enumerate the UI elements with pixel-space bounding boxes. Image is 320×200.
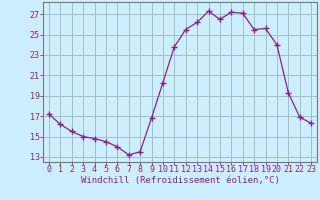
X-axis label: Windchill (Refroidissement éolien,°C): Windchill (Refroidissement éolien,°C) xyxy=(81,176,279,185)
